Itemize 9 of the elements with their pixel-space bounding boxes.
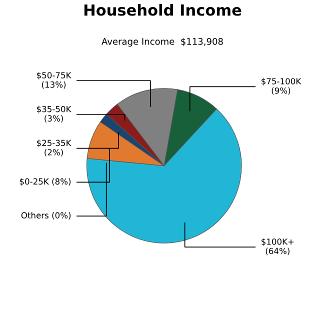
slice-label: $75-100K (9%) bbox=[262, 78, 302, 95]
chart-title: Household Income bbox=[84, 4, 242, 16]
slice-label: $0-25K (8%) bbox=[20, 178, 71, 186]
slice-label: $35-50K (3%) bbox=[36, 106, 72, 123]
slice-label: $25-35K (2%) bbox=[36, 140, 72, 156]
chart-subtitle: Average Income $113,908 bbox=[102, 38, 223, 47]
slice-label: $100K+ (64%) bbox=[262, 238, 294, 256]
slice-label: $50-75K (13%) bbox=[36, 72, 72, 89]
category-label: Others (0%) bbox=[21, 212, 71, 220]
